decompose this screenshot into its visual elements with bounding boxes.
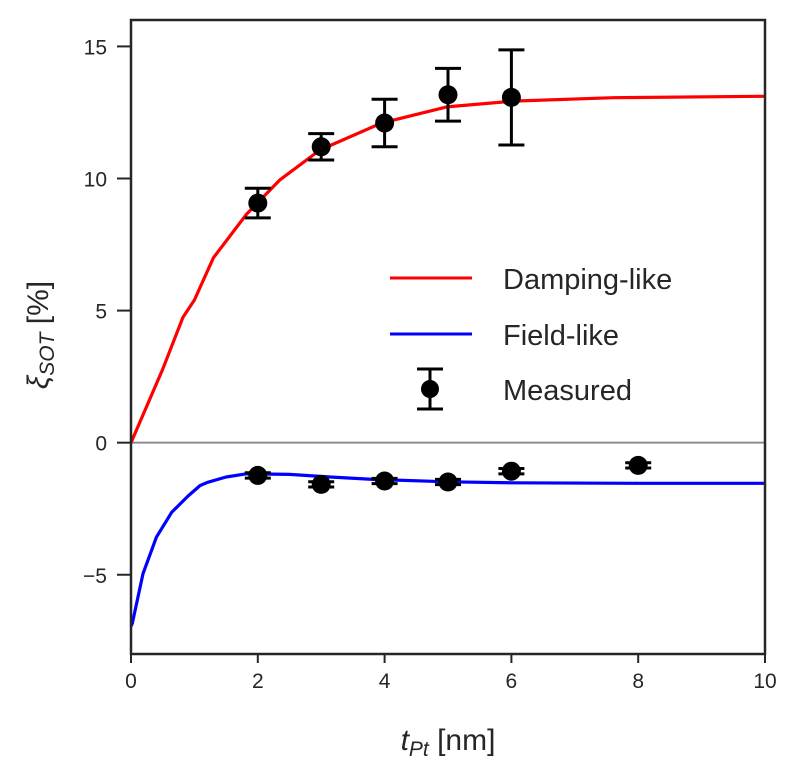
data-point [308, 132, 335, 162]
data-point [435, 472, 461, 492]
axes: 0 2 4 6 8 10 −5 0 5 10 15 [83, 18, 777, 693]
legend-label-damping-like: Damping-like [503, 264, 672, 296]
data-point [371, 471, 398, 491]
data-marker [248, 465, 268, 485]
legend: Damping-like Field-like Measured [390, 264, 672, 411]
data-point [435, 66, 461, 123]
y-tick-label: 0 [95, 433, 107, 456]
y-tick-label: 15 [84, 36, 107, 59]
data-marker [438, 85, 458, 105]
data-point [498, 461, 525, 481]
data-marker [501, 461, 521, 481]
legend-label-field-like: Field-like [503, 320, 619, 352]
data-point [308, 474, 335, 494]
data-marker [375, 113, 395, 133]
data-marker [311, 137, 331, 157]
data-point [244, 465, 271, 485]
data-marker [501, 87, 521, 107]
x-tick-label: 2 [252, 670, 264, 693]
legend-label-measured: Measured [503, 375, 632, 407]
y-tick-label: −5 [83, 565, 107, 588]
data-marker [628, 455, 648, 475]
x-tick-label: 4 [379, 670, 391, 693]
y-tick-label: 5 [95, 301, 107, 324]
data-point [371, 97, 398, 149]
x-axis-label: tPt [nm] [401, 724, 496, 761]
data-marker [375, 471, 395, 491]
x-tick-label: 10 [753, 670, 776, 693]
data-marker [248, 193, 268, 213]
data-point [244, 186, 271, 220]
data-point [498, 48, 525, 147]
legend-swatch-measured [417, 367, 443, 411]
y-tick-label: 10 [84, 169, 107, 192]
data-point [625, 455, 652, 475]
data-marker [438, 472, 458, 492]
data-marker [311, 474, 331, 494]
x-tick-label: 6 [506, 670, 518, 693]
axes-frame [129, 18, 767, 656]
y-axis-label: ξSOT [%] [22, 281, 59, 389]
plot-area [129, 48, 765, 627]
x-tick-label: 0 [125, 670, 137, 693]
x-tick-label: 8 [632, 670, 644, 693]
series-line-field-like [129, 472, 765, 627]
